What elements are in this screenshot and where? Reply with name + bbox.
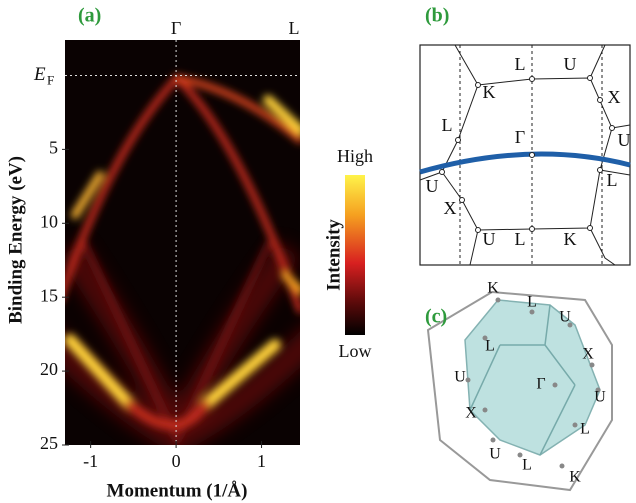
point-label: L bbox=[515, 54, 526, 74]
point-label: L bbox=[527, 294, 537, 311]
top-tick-label: Γ bbox=[171, 18, 181, 38]
high-symmetry-point bbox=[553, 383, 558, 388]
high-symmetry-point bbox=[476, 83, 481, 88]
y-tick-label: 25 bbox=[40, 433, 58, 453]
x-axis-title: Momentum (1/Å) bbox=[107, 480, 248, 501]
point-label: Γ bbox=[515, 127, 525, 147]
colorbar-high: High bbox=[337, 146, 373, 166]
intensity-map bbox=[40, 40, 320, 445]
colorbar-low: Low bbox=[339, 341, 372, 361]
point-label: K bbox=[483, 82, 496, 102]
point-label: U bbox=[564, 54, 577, 74]
point-label: L bbox=[485, 338, 495, 355]
colorbar-title: Intensity bbox=[323, 219, 344, 291]
high-symmetry-point bbox=[610, 126, 615, 131]
top-tick-label: L bbox=[289, 18, 300, 38]
high-symmetry-point bbox=[476, 228, 481, 233]
high-symmetry-point bbox=[590, 363, 595, 368]
panel-label: (b) bbox=[425, 5, 449, 27]
point-label: U bbox=[489, 446, 501, 463]
point-label: L bbox=[515, 229, 526, 249]
point-label: X bbox=[582, 346, 594, 363]
high-symmetry-point bbox=[530, 227, 535, 232]
point-label: L bbox=[522, 457, 532, 474]
point-label: U bbox=[594, 389, 606, 406]
high-symmetry-point bbox=[560, 464, 565, 469]
point-label: U bbox=[454, 369, 466, 386]
high-symmetry-point bbox=[460, 198, 465, 203]
high-symmetry-point bbox=[483, 408, 488, 413]
y-tick-label: 10 bbox=[40, 211, 58, 231]
high-symmetry-point bbox=[588, 76, 593, 81]
point-label: L bbox=[442, 115, 453, 135]
high-symmetry-point bbox=[496, 298, 501, 303]
point-label: U bbox=[618, 130, 631, 150]
point-label: X bbox=[444, 198, 457, 218]
point-label: K bbox=[564, 229, 577, 249]
point-label: U bbox=[483, 229, 496, 249]
y-axis-title: Binding Energy (eV) bbox=[5, 156, 26, 324]
high-symmetry-point bbox=[456, 138, 461, 143]
high-symmetry-point bbox=[530, 77, 535, 82]
y-tick-label: 15 bbox=[40, 285, 58, 305]
fermi-label: E bbox=[33, 64, 46, 85]
point-label: L bbox=[607, 170, 618, 190]
high-symmetry-point bbox=[530, 153, 535, 158]
x-tick-label: 1 bbox=[257, 451, 266, 471]
high-symmetry-point bbox=[440, 170, 445, 175]
high-symmetry-point bbox=[588, 226, 593, 231]
high-symmetry-point bbox=[573, 423, 578, 428]
point-label: X bbox=[608, 87, 621, 107]
point-label: Γ bbox=[536, 376, 545, 393]
colorbar bbox=[345, 175, 365, 335]
point-label: K bbox=[569, 469, 581, 486]
point-label: L bbox=[580, 421, 590, 438]
high-symmetry-point bbox=[598, 168, 603, 173]
figure: (a) Γ L EF 5 10 15 20 25 -1 0 1 Momentum (1/Å) Bindin… bbox=[0, 0, 636, 503]
high-symmetry-point bbox=[466, 378, 471, 383]
high-symmetry-point bbox=[598, 98, 603, 103]
point-label: X bbox=[465, 405, 477, 422]
x-tick-label: 0 bbox=[172, 451, 181, 471]
panel-label: (c) bbox=[425, 306, 447, 328]
high-symmetry-point bbox=[491, 438, 496, 443]
x-tick-label: -1 bbox=[83, 451, 98, 471]
point-label: K bbox=[487, 280, 499, 297]
brillouin-zone bbox=[428, 292, 612, 490]
point-label: U bbox=[559, 309, 571, 326]
point-label: U bbox=[426, 176, 439, 196]
panel-label: (a) bbox=[78, 5, 101, 27]
fermi-subscript: F bbox=[47, 72, 54, 87]
y-tick-label: 5 bbox=[49, 138, 58, 158]
y-tick-label: 20 bbox=[40, 359, 58, 379]
